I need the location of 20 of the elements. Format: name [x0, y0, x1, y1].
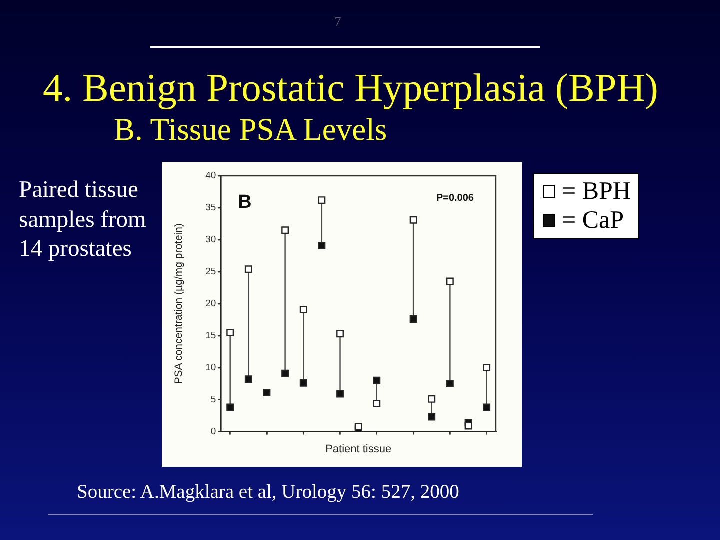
chart-subtitle: B. Tissue PSA Levels: [114, 112, 388, 148]
y-tick-label: 40: [206, 170, 216, 182]
text: = BPH: [562, 177, 631, 206]
y-tick-label: 15: [206, 330, 216, 342]
source-note: Source: A.Magklara et al, Urology 56: 527, 2000: [77, 482, 460, 504]
y-tick-label: 25: [206, 266, 216, 278]
y-tick-label: 5: [210, 394, 216, 406]
chart-title: 4. Benign Prostatic Hyperplasia (BPH): [43, 65, 658, 111]
annotation: B: [238, 192, 252, 213]
y-tick-label: 30: [206, 234, 216, 246]
legend-label: = CaP: [562, 206, 624, 235]
text: 7: [334, 14, 342, 30]
y-tick-label: 20: [206, 298, 216, 310]
x-axis-title: Patient tissue: [326, 443, 392, 456]
text: Paired tissue samples from 14 prostates: [19, 176, 148, 264]
y-tick-label: 10: [206, 362, 216, 374]
y-tick-label: 0: [210, 426, 216, 438]
y-axis-title: PSA concentration (µg/mg protein): [173, 224, 186, 384]
annotation: P=0.006: [436, 193, 474, 204]
y-tick-label: 35: [206, 202, 216, 214]
